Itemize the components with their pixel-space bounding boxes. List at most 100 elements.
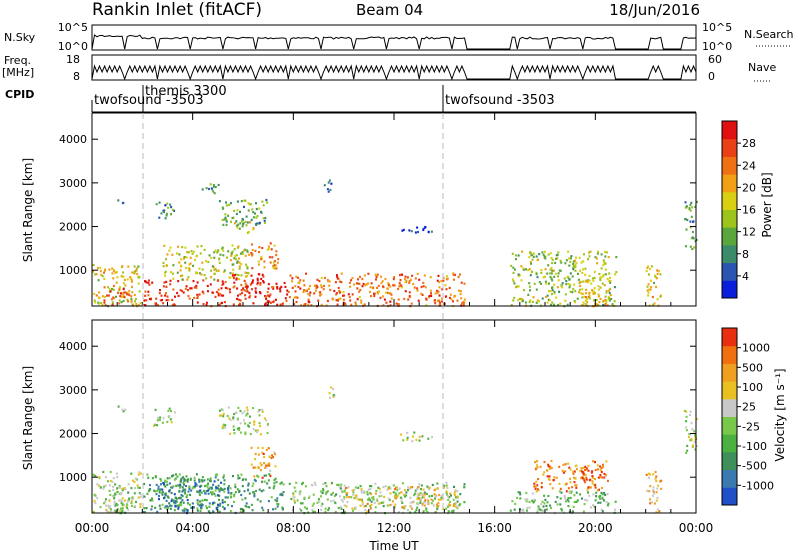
range-cell [304, 289, 307, 292]
range-cell [299, 279, 302, 282]
range-cell [239, 252, 242, 255]
range-cell [427, 437, 430, 440]
range-cell [561, 469, 564, 472]
range-cell [423, 491, 426, 494]
y-tick-label: 4000 [59, 340, 87, 353]
range-cell [261, 246, 264, 250]
range-cell [259, 469, 262, 472]
range-cell [212, 510, 215, 513]
range-cell [388, 486, 391, 489]
range-cell [570, 490, 573, 493]
range-cell [158, 489, 161, 492]
range-cell [574, 301, 577, 304]
range-cell [130, 500, 133, 503]
range-cell [181, 274, 184, 277]
range-cell [423, 501, 426, 504]
range-cell [190, 489, 193, 492]
range-cell [447, 510, 450, 513]
range-cell [154, 423, 156, 426]
range-cell [243, 199, 246, 202]
range-cell [303, 284, 306, 287]
range-cell [273, 260, 276, 263]
range-cell [217, 292, 220, 295]
range-cell [103, 277, 106, 280]
range-cell [188, 503, 191, 506]
range-cell [362, 282, 365, 286]
range-cell [138, 492, 141, 495]
range-cell [187, 502, 189, 505]
range-cell [314, 510, 316, 513]
range-cell [382, 505, 385, 508]
range-cell [511, 278, 514, 281]
range-cell [459, 292, 462, 296]
range-cell [385, 291, 387, 294]
range-cell [261, 273, 264, 276]
range-cell [225, 223, 228, 226]
range-cell [166, 477, 169, 480]
range-cell [172, 277, 175, 280]
range-cell [335, 292, 338, 295]
range-cell [281, 302, 284, 305]
range-cell [247, 482, 250, 485]
range-cell [200, 491, 203, 494]
range-cell [535, 288, 538, 291]
range-cell [122, 503, 125, 506]
range-cell [227, 250, 230, 253]
range-cell [559, 269, 562, 272]
range-cell [241, 251, 244, 254]
range-cell [685, 451, 688, 454]
range-cell [162, 261, 165, 264]
range-cell [126, 278, 129, 281]
range-cell [246, 249, 249, 252]
range-cell [406, 486, 409, 489]
range-cell [240, 473, 243, 476]
range-cell [573, 481, 576, 484]
range-cell [192, 264, 194, 267]
range-cell [462, 302, 465, 305]
range-cell [694, 434, 697, 437]
range-cell [257, 453, 260, 456]
range-cell [542, 473, 545, 476]
range-cell [326, 498, 329, 501]
range-cell [128, 497, 131, 500]
range-cell [421, 493, 424, 496]
range-cell [184, 492, 186, 495]
range-cell [195, 483, 198, 486]
range-cell [259, 425, 262, 428]
range-cell [567, 487, 570, 490]
range-cell [270, 248, 273, 251]
range-cell [231, 505, 233, 508]
range-cell [266, 291, 269, 294]
range-cell [614, 508, 617, 511]
range-cell [144, 280, 147, 283]
range-cell [576, 297, 579, 300]
range-cell [258, 221, 261, 224]
range-cell [582, 268, 584, 271]
range-cell [316, 501, 319, 504]
range-cell [400, 491, 403, 494]
range-cell [513, 282, 516, 285]
range-cell [111, 495, 114, 498]
range-cell [600, 491, 603, 494]
range-cell [231, 250, 234, 253]
range-cell [534, 485, 537, 488]
range-cell [561, 286, 564, 289]
range-cell [256, 277, 259, 280]
range-cell [379, 296, 382, 299]
range-cell [241, 478, 244, 482]
range-cell [205, 499, 208, 502]
range-cell [582, 280, 585, 283]
range-cell [262, 489, 265, 492]
range-cell [360, 498, 363, 502]
range-cell [649, 267, 652, 271]
range-cell [208, 505, 211, 508]
range-cell [195, 286, 198, 289]
range-cell [156, 510, 159, 513]
range-cell [588, 297, 591, 300]
range-cell [214, 476, 217, 479]
range-cell [223, 474, 225, 477]
range-cell [103, 286, 106, 289]
range-cell [419, 492, 422, 495]
range-cell [525, 500, 528, 503]
